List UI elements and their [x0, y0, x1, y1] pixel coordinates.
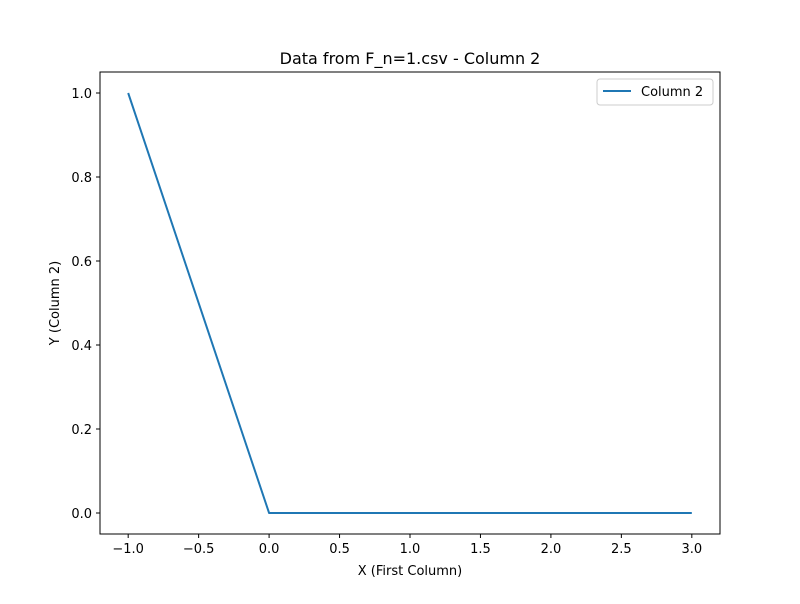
- x-tick-label: 2.0: [541, 542, 562, 557]
- x-tick-label: 2.5: [611, 542, 632, 557]
- x-tick-label: 0.5: [329, 542, 350, 557]
- x-tick-label: 1.5: [470, 542, 491, 557]
- x-tick-label: 0.0: [259, 542, 280, 557]
- legend-label-column-2: Column 2: [641, 85, 703, 100]
- x-axis-label: X (First Column): [358, 564, 462, 579]
- y-tick-label: 1.0: [71, 87, 92, 102]
- y-axis-label: Y (Column 2): [48, 261, 63, 346]
- y-tick-label: 0.4: [71, 339, 92, 354]
- x-tick-label: 1.0: [400, 542, 421, 557]
- y-tick-label: 0.2: [71, 423, 92, 438]
- y-tick-label: 0.0: [71, 507, 92, 522]
- x-axis: −1.0 −0.5 0.0 0.5 1.0 1.5 2.0 2.5 3.0: [112, 534, 702, 557]
- y-axis: 0.0 0.2 0.4 0.6 0.8 1.0: [71, 87, 100, 522]
- y-tick-label: 0.6: [71, 255, 92, 270]
- x-tick-label: 3.0: [681, 542, 702, 557]
- chart-title: Data from F_n=1.csv - Column 2: [280, 49, 541, 69]
- x-tick-label: −0.5: [183, 542, 215, 557]
- series-layer: [127, 92, 692, 514]
- legend-box: [596, 78, 714, 106]
- series-line-column-2: [127, 92, 692, 514]
- x-tick-label: −1.0: [112, 542, 144, 557]
- legend: Column 2: [596, 78, 714, 106]
- y-tick-label: 0.8: [71, 171, 92, 186]
